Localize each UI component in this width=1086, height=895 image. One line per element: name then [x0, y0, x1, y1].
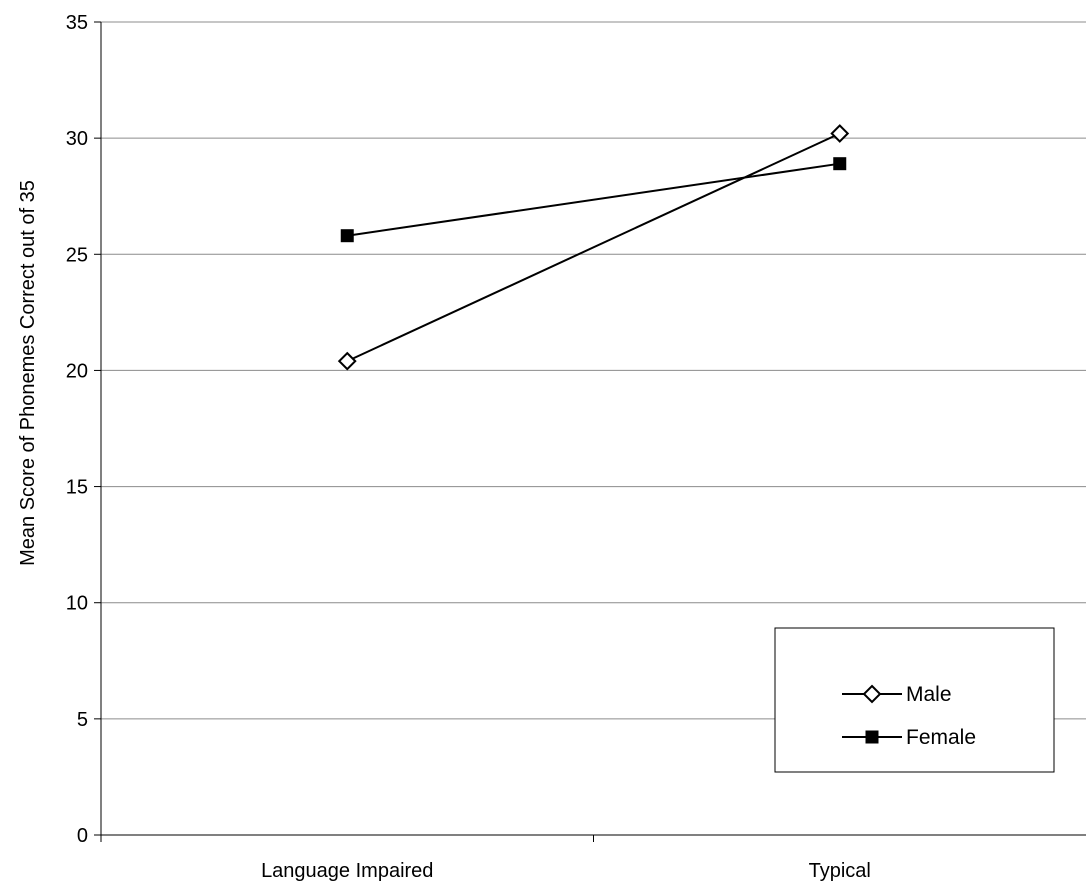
legend-label-male: Male: [906, 683, 952, 706]
legend-label-female: Female: [906, 726, 976, 749]
legend-marker-male: [862, 684, 882, 704]
axes: 0 5 10 15 20 25 30 35 Language Impaired Typical: [66, 12, 1086, 882]
legend-box: [774, 627, 1055, 773]
gridlines: [101, 21, 1086, 720]
y-tick-label: 10: [66, 593, 88, 615]
y-tick-label: 35: [66, 12, 88, 34]
data-point-female: [833, 157, 847, 171]
y-tick-label: 30: [66, 128, 88, 150]
y-tick-label: 15: [66, 477, 88, 499]
y-tick-label: 20: [66, 360, 88, 382]
y-tick-label: 5: [77, 709, 88, 731]
legend-item-female: Female: [842, 726, 976, 749]
series-line-male: [346, 132, 841, 363]
x-tick-label: Typical: [809, 860, 871, 882]
legend-marker-female: [865, 730, 879, 744]
series-line-female: [347, 162, 840, 237]
y-axis-title: Mean Score of Phonemes Correct out of 35: [17, 180, 39, 566]
y-tick-label: 25: [66, 244, 88, 266]
x-tick-label: Language Impaired: [261, 860, 433, 882]
y-tick-label: 0: [77, 825, 88, 847]
legend: Male Female: [774, 627, 1055, 773]
data-point-female: [340, 229, 354, 243]
data-point-male: [830, 124, 850, 143]
legend-item-male: Male: [842, 683, 952, 706]
series: [337, 124, 850, 371]
data-point-male: [337, 351, 357, 371]
